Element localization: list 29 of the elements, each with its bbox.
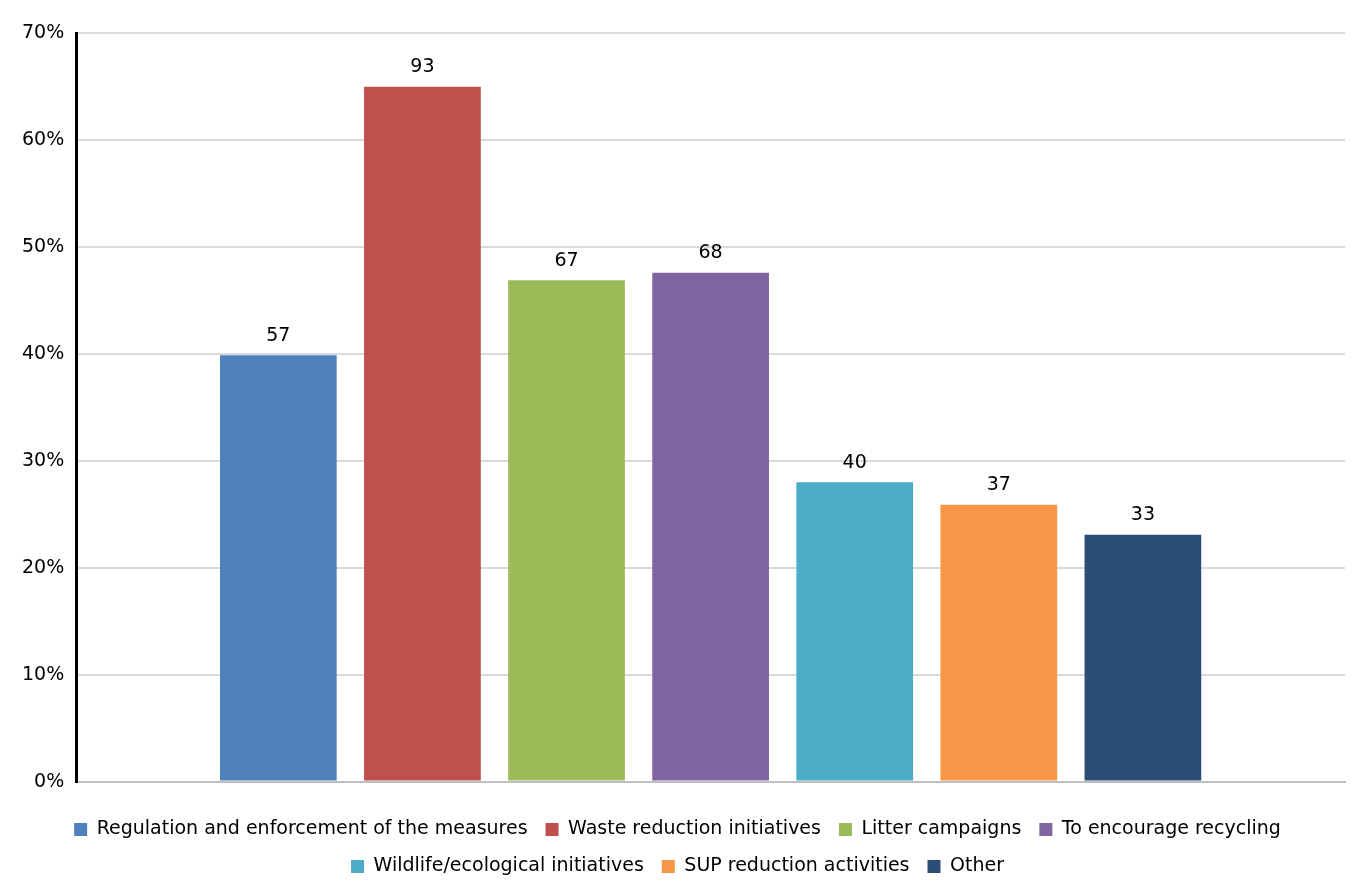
bar (652, 272, 769, 781)
annotation: 93 (410, 54, 435, 77)
annotation: 40 (842, 449, 867, 472)
legend-label: Other (950, 853, 1005, 876)
y-tick-label: 60% (22, 127, 65, 150)
legend-label: Litter campaigns (861, 816, 1022, 839)
y-tick-label: 50% (22, 234, 65, 257)
y-tick-label: 40% (22, 340, 65, 363)
bar (940, 504, 1058, 781)
y-tick-label: 30% (22, 447, 65, 470)
legend-label: To encourage recycling (1060, 816, 1281, 839)
annotation: 33 (1130, 502, 1155, 525)
bar (796, 482, 914, 781)
bar (219, 355, 337, 781)
bar (1084, 534, 1202, 781)
annotation: 68 (698, 240, 723, 263)
y-tick-label: 70% (22, 20, 65, 43)
legend-label: SUP reduction activities (684, 853, 910, 876)
bar (508, 280, 625, 781)
annotation: 37 (986, 472, 1011, 495)
annotation: 67 (554, 247, 579, 270)
y-tick-label: 0% (34, 768, 65, 791)
y-tick-label: 20% (22, 554, 65, 577)
legend-label: Wildlife/ecological initiatives (373, 853, 644, 876)
bar (364, 86, 481, 781)
legend-label: Regulation and enforcement of the measures (96, 816, 528, 839)
legend-label: Waste reduction initiatives (568, 816, 821, 839)
y-tick-label: 10% (22, 661, 65, 684)
annotation: 57 (266, 322, 291, 345)
